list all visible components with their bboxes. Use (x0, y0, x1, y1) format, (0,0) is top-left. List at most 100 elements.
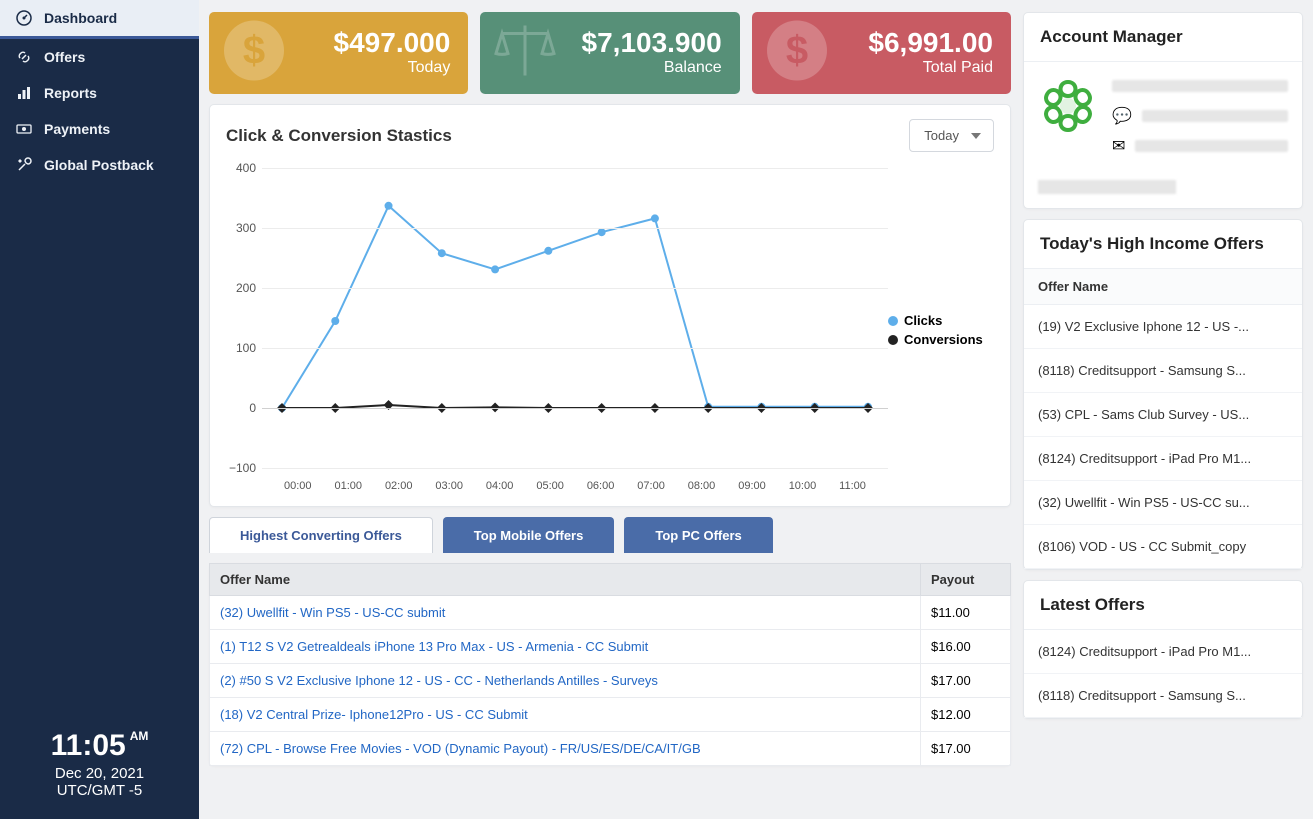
manager-name-blurred (1112, 80, 1288, 92)
clock-time: 11:05 (51, 729, 126, 762)
clock-date: Dec 20, 2021 (0, 765, 199, 782)
offers-tabs: Highest Converting Offers Top Mobile Offe… (209, 517, 1011, 553)
stat-value: $7,103.900 (582, 29, 722, 57)
x-tick: 09:00 (738, 480, 766, 492)
x-tick: 01:00 (334, 480, 362, 492)
chart-range-select[interactable]: Today (909, 119, 994, 152)
offer-link[interactable]: (18) V2 Central Prize- Iphone12Pro - US … (220, 707, 528, 722)
chat-icon: 💬 (1112, 106, 1132, 126)
svg-text:$: $ (786, 29, 808, 73)
series-point (544, 247, 552, 255)
offer-payout: $11.00 (921, 596, 1011, 630)
nav-label: Reports (44, 85, 97, 101)
table-row: (32) Uwellfit - Win PS5 - US-CC submit $1… (210, 596, 1011, 630)
gridline (262, 288, 888, 289)
x-tick: 05:00 (536, 480, 564, 492)
stat-card-total-paid: $ $6,991.00 Total Paid (752, 12, 1011, 94)
email-icon: ✉ (1112, 136, 1125, 156)
main: $$497.000Today $7,103.900 Balance $ $6,991.0… (199, 0, 1313, 819)
sidebar-item-offers[interactable]: Offers (0, 39, 199, 75)
nav-label: Offers (44, 49, 85, 65)
gridline (262, 168, 888, 169)
offer-link[interactable]: (32) Uwellfit - Win PS5 - US-CC submit (220, 605, 445, 620)
legend-dot-icon (888, 316, 898, 326)
offer-payout: $16.00 (921, 630, 1011, 664)
sidebar-item-dashboard[interactable]: Dashboard (0, 0, 199, 39)
left-column: $$497.000Today $7,103.900 Balance $ $6,991.0… (209, 12, 1011, 807)
dollar-icon: $ (762, 16, 832, 91)
x-tick: 07:00 (637, 480, 665, 492)
clock-ampm: AM (130, 729, 149, 743)
manager-email-blurred (1135, 140, 1288, 152)
gridline (262, 228, 888, 229)
dollar-icon: $ (219, 16, 289, 91)
tab-top-pc-offers[interactable]: Top PC Offers (624, 517, 772, 553)
nav-label: Dashboard (44, 10, 117, 26)
list-item[interactable]: (32) Uwellfit - Win PS5 - US-CC su... (1024, 481, 1302, 525)
series-point (331, 317, 339, 325)
manager-logo-icon (1038, 76, 1098, 136)
sidebar-item-payments[interactable]: Payments (0, 111, 199, 147)
offers-table: Offer NamePayout(32) Uwellfit - Win PS5 … (209, 563, 1011, 766)
list-item[interactable]: (53) CPL - Sams Club Survey - US... (1024, 393, 1302, 437)
y-tick: −100 (229, 461, 256, 475)
offers-col-1: Payout (921, 564, 1011, 596)
clock-tz: UTC/GMT -5 (0, 782, 199, 799)
gauge-icon (16, 10, 32, 26)
right-column: Account Manager 💬 ✉ (1023, 12, 1303, 807)
legend-dot-icon (888, 335, 898, 345)
x-tick: 04:00 (486, 480, 514, 492)
offer-link[interactable]: (72) CPL - Browse Free Movies - VOD (Dyn… (220, 741, 701, 756)
offer-link[interactable]: (1) T12 S V2 Getrealdeals iPhone 13 Pro … (220, 639, 648, 654)
x-tick: 10:00 (789, 480, 817, 492)
scale-icon (490, 16, 560, 91)
chart-plot: 00:0001:0002:0003:0004:0005:0006:0007:00… (262, 158, 888, 478)
latest-offers-panel: Latest Offers (8124) Creditsupport - iPa… (1023, 580, 1303, 719)
offer-payout: $12.00 (921, 698, 1011, 732)
list-item[interactable]: (8118) Creditsupport - Samsung S... (1024, 674, 1302, 718)
stat-label: Balance (664, 59, 722, 77)
list-item[interactable]: (8118) Creditsupport - Samsung S... (1024, 349, 1302, 393)
wrench-icon (16, 157, 32, 173)
gridline (262, 348, 888, 349)
sidebar-item-global-postback[interactable]: Global Postback (0, 147, 199, 183)
manager-extra-blurred (1038, 180, 1176, 194)
tab-top-mobile-offers[interactable]: Top Mobile Offers (443, 517, 615, 553)
stat-card-balance: $7,103.900 Balance (480, 12, 739, 94)
gridline (262, 408, 888, 409)
sidebar-item-reports[interactable]: Reports (0, 75, 199, 111)
chart-x-axis: 00:0001:0002:0003:0004:0005:0006:0007:00… (282, 474, 868, 492)
high-income-panel: Today's High Income Offers Offer Name (1… (1023, 219, 1303, 570)
table-row: (72) CPL - Browse Free Movies - VOD (Dyn… (210, 732, 1011, 766)
y-tick: 100 (236, 341, 256, 355)
manager-info: 💬 ✉ (1112, 76, 1288, 166)
x-tick: 11:00 (839, 480, 866, 492)
y-tick: 200 (236, 281, 256, 295)
list-item[interactable]: (8106) VOD - US - CC Submit_copy (1024, 525, 1302, 569)
chart-area: 4003002001000−100 00:0001:0002:0003:0004… (222, 158, 998, 498)
x-tick: 00:00 (284, 480, 312, 492)
clock: 11:05 AM Dec 20, 2021 UTC/GMT -5 (0, 715, 199, 819)
nav-label: Payments (44, 121, 110, 137)
stat-value: $6,991.00 (868, 29, 993, 57)
y-tick: 400 (236, 161, 256, 175)
tab-highest-converting-offers[interactable]: Highest Converting Offers (209, 517, 433, 553)
legend-label: Conversions (904, 332, 983, 347)
list-item[interactable]: (8124) Creditsupport - iPad Pro M1... (1024, 437, 1302, 481)
legend-label: Clicks (904, 313, 942, 328)
chart-title: Click & Conversion Stastics (226, 126, 452, 146)
legend-item-clicks: Clicks (888, 313, 998, 328)
offer-link[interactable]: (2) #50 S V2 Exclusive Iphone 12 - US - … (220, 673, 658, 688)
stat-card-today: $$497.000Today (209, 12, 468, 94)
series-line-clicks (282, 206, 868, 408)
high-income-header: Offer Name (1024, 269, 1302, 305)
nav-label: Global Postback (44, 157, 154, 173)
series-point (491, 265, 499, 273)
series-point (385, 202, 393, 210)
gridline (262, 468, 888, 469)
list-item[interactable]: (19) V2 Exclusive Iphone 12 - US -... (1024, 305, 1302, 349)
stat-label: Total Paid (923, 59, 993, 77)
list-item[interactable]: (8124) Creditsupport - iPad Pro M1... (1024, 630, 1302, 674)
y-tick: 300 (236, 221, 256, 235)
link-icon (16, 49, 32, 65)
